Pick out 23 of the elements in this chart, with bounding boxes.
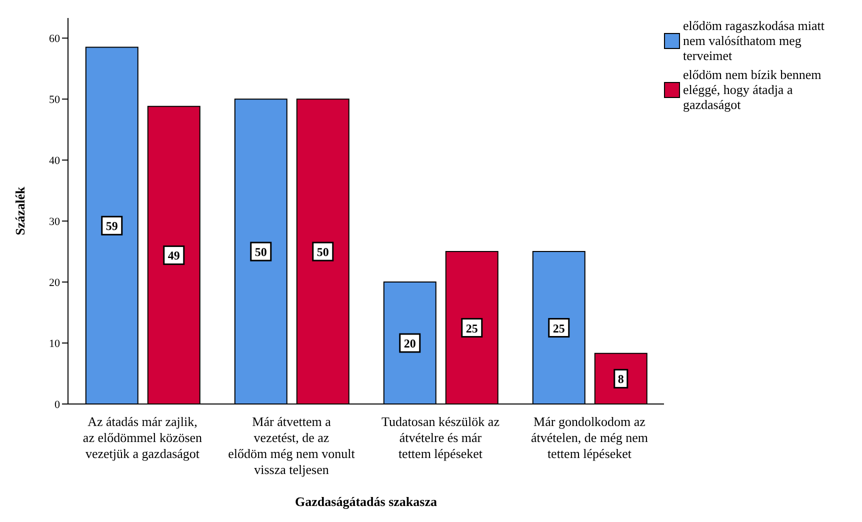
data-label: 50 bbox=[316, 245, 329, 260]
y-tick-label: 30 bbox=[49, 216, 60, 228]
y-axis-title: Százalék bbox=[12, 186, 28, 236]
data-label: 50 bbox=[254, 245, 267, 260]
y-tick-label: 0 bbox=[54, 398, 60, 411]
legend-label: elődöm ragaszkodása miatt nem valósíthatom meg terveimet bbox=[683, 18, 825, 63]
data-label: 8 bbox=[618, 372, 624, 386]
x-tick-label: Már gondolkodom az átvételen, de még nem tettem lépéseket bbox=[531, 414, 648, 461]
x-tick-label: Már átvettem a vezetést, de az elődöm még nem vonult vissza teljesen bbox=[228, 414, 356, 477]
data-label: 25 bbox=[466, 321, 478, 336]
data-label: 49 bbox=[168, 248, 180, 263]
legend-label: elődöm nem bízik bennem eléggé, hogy átadja a gazdaságot bbox=[683, 67, 822, 112]
x-tick-label: Tudatosan készülök az átvételre és már tettem lépéseket bbox=[382, 414, 500, 461]
y-tick-label: 40 bbox=[49, 154, 60, 167]
data-label: 25 bbox=[552, 321, 565, 336]
y-tick-label: 60 bbox=[49, 33, 60, 46]
x-axis-title: Gazdaságátadás szakasza bbox=[295, 494, 438, 509]
x-tick-label: Az átadás már zajlik, az elődömmel közösen vezetjük a gazdaságot bbox=[82, 414, 203, 461]
y-tick-label: 20 bbox=[49, 276, 60, 289]
y-tick-label: 10 bbox=[49, 338, 60, 350]
data-label: 20 bbox=[404, 336, 416, 351]
y-tick-label: 50 bbox=[49, 94, 60, 106]
data-label: 59 bbox=[106, 219, 118, 234]
